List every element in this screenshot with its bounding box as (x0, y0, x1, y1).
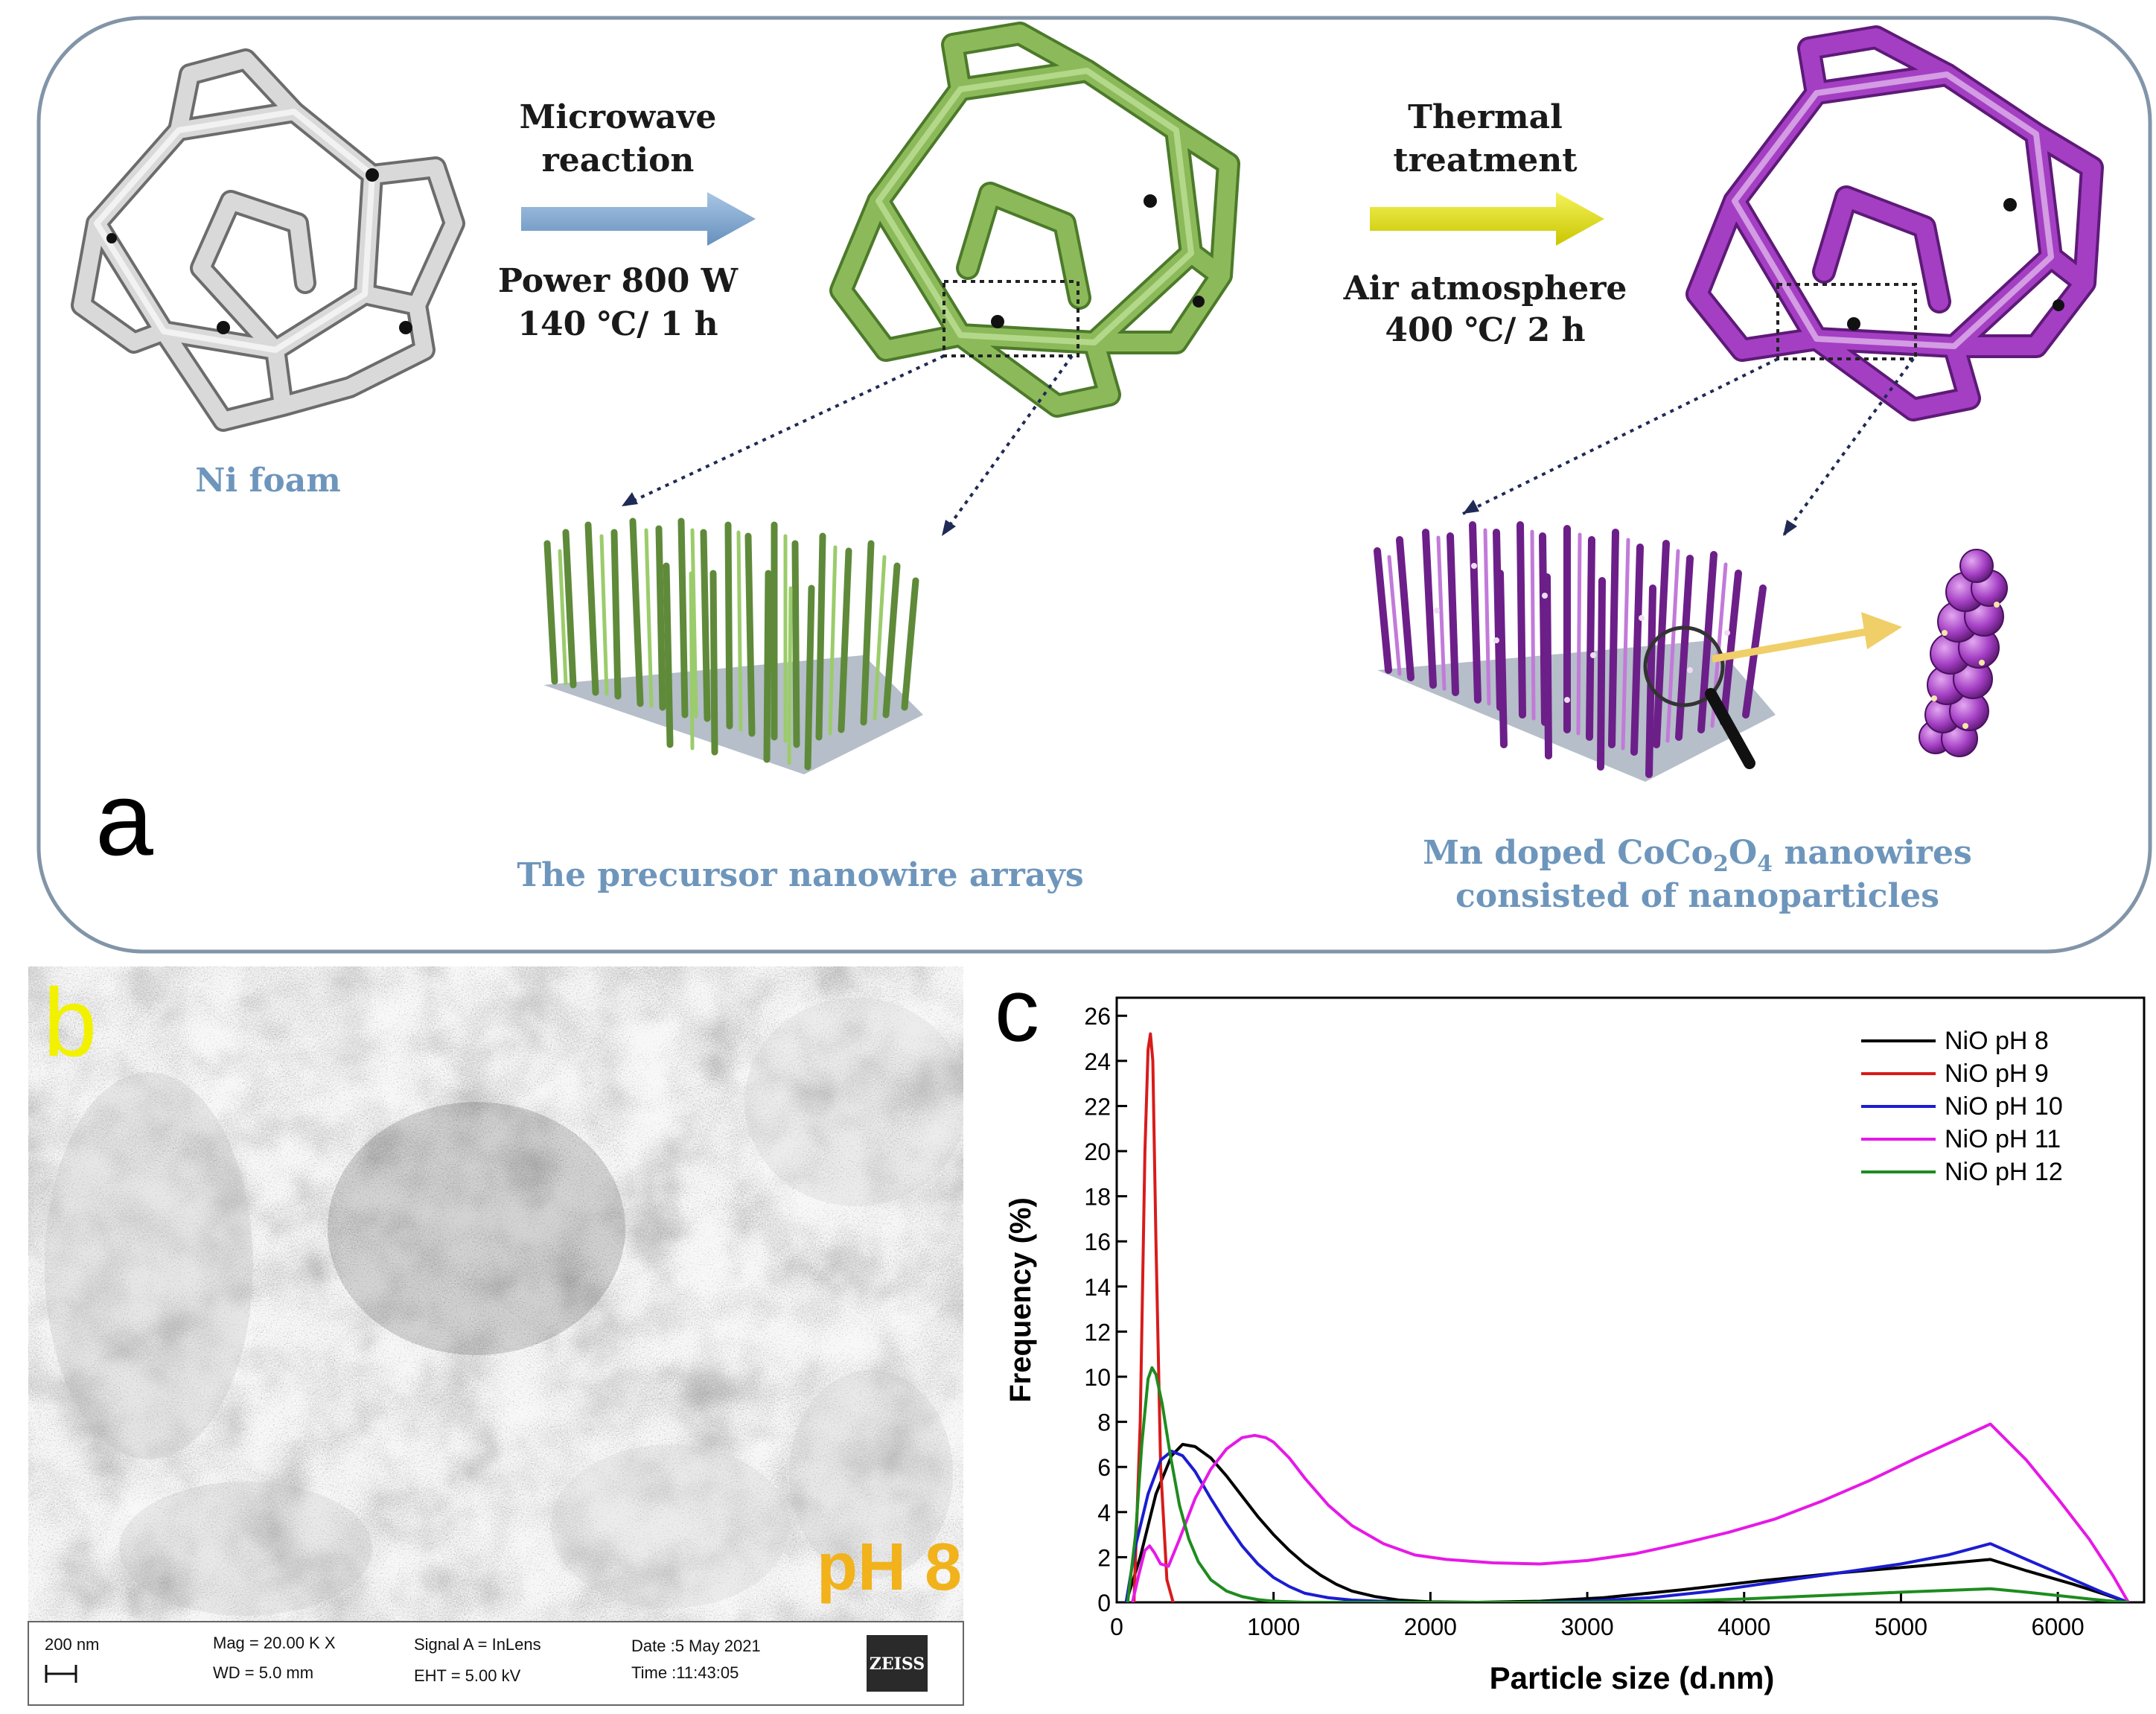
bead-zoom-arrow (1712, 628, 1869, 663)
step2-title-line1: Thermal (1408, 98, 1563, 136)
product-nanowire-array (1374, 521, 1776, 782)
panel-b: b pH 8 200 nm Mag = 20.00 K X WD = 5.0 m… (28, 966, 964, 1706)
x-tick-label: 1000 (1247, 1613, 1300, 1640)
sem-image (28, 966, 963, 1622)
series-line-nio-ph-12 (1126, 1366, 2129, 1602)
panel-a: Microwave reaction Power 800 W 140 ℃/ 1 … (36, 16, 2152, 954)
step1-title-line2: reaction (542, 141, 695, 179)
x-axis-label: Particle size (d.nm) (1490, 1660, 1775, 1695)
precursor-zoom-arrowhead-right (942, 520, 956, 536)
y-tick-label: 22 (1084, 1093, 1111, 1120)
y-tick-label: 12 (1084, 1319, 1111, 1345)
step1-title-line1: Microwave (520, 98, 717, 136)
ni-foam-illustration (71, 48, 465, 432)
y-tick-label: 14 (1084, 1274, 1111, 1301)
x-axis: 0 1000 2000 3000 4000 5000 6000 (1110, 1592, 2085, 1640)
sem-date: Date :5 May 2021 (631, 1637, 761, 1655)
step1-arrow (521, 192, 756, 246)
y-tick-label: 24 (1084, 1048, 1111, 1075)
series-line-nio-ph-10 (1124, 1450, 2129, 1602)
legend: NiO pH 8 NiO pH 9 NiO pH 10 NiO pH 11 NiO pH… (1861, 1027, 2063, 1186)
y-tick-label: 16 (1084, 1229, 1111, 1255)
caption-product-line2: consisted of nanoparticles (1455, 877, 1939, 915)
sem-scale-text: 200 nm (45, 1635, 99, 1654)
bead-zoom-arrowhead (1861, 612, 1902, 649)
precursor-nanowire-array (543, 517, 923, 774)
caption-precursor: The precursor nanowire arrays (517, 856, 1083, 894)
step2-condition-line2: 400 ℃/ 2 h (1385, 311, 1585, 349)
step2-condition-line1: Air atmosphere (1343, 270, 1627, 308)
legend-label: NiO pH 11 (1945, 1125, 2061, 1153)
y-tick-label: 0 (1097, 1590, 1111, 1616)
panel-c-letter: c (995, 960, 1039, 1060)
precursor-zoom-box (943, 280, 1079, 357)
product-zoom-arrowhead-left (1463, 500, 1479, 514)
precursor-zoom-line-right (940, 354, 1074, 538)
x-tick-label: 6000 (2032, 1613, 2085, 1640)
y-tick-label: 18 (1084, 1184, 1111, 1211)
legend-label: NiO pH 9 (1945, 1060, 2049, 1088)
legend-label: NiO pH 10 (1945, 1092, 2063, 1121)
y-tick-label: 10 (1084, 1364, 1111, 1391)
plot-lines (1124, 1032, 2130, 1602)
magnifier-lens (1643, 625, 1725, 707)
product-zoom-box (1776, 283, 1917, 360)
x-tick-label: 4000 (1718, 1613, 1770, 1640)
product-zoom-line-right (1782, 357, 1915, 538)
magnifier-handle (1705, 688, 1755, 769)
step1-condition-line2: 140 ℃/ 1 h (517, 305, 718, 343)
x-tick-label: 3000 (1560, 1613, 1613, 1640)
y-tick-label: 20 (1084, 1138, 1111, 1165)
sem-eht: EHT = 5.00 kV (414, 1666, 521, 1685)
product-zoom-arrowhead-right (1783, 520, 1797, 536)
plot-frame (1115, 996, 2146, 1604)
y-tick-label: 26 (1084, 1003, 1111, 1030)
legend-label: NiO pH 12 (1945, 1158, 2063, 1186)
ph-label: pH 8 (817, 1530, 962, 1605)
step1-condition-line1: Power 800 W (498, 262, 739, 300)
sem-info-bar (28, 1621, 964, 1706)
panel-b-letter: b (43, 968, 97, 1077)
sem-signal: Signal A = InLens (414, 1635, 541, 1654)
zeiss-logo-text: ZEISS (870, 1654, 925, 1674)
precursor-foam-illustration (829, 22, 1240, 418)
zeiss-logo (867, 1635, 928, 1692)
y-tick-label: 6 (1097, 1454, 1111, 1481)
product-foam-illustration (1685, 25, 2104, 421)
legend-label: NiO pH 8 (1945, 1027, 2049, 1055)
x-tick-label: 0 (1110, 1613, 1123, 1640)
sem-scale-bar (45, 1665, 77, 1683)
precursor-zoom-arrowhead-left (622, 492, 638, 506)
caption-ni-foam: Ni foam (195, 462, 341, 500)
y-tick-label: 2 (1097, 1544, 1111, 1571)
nanoparticle-chain-dots (1931, 602, 2000, 729)
y-tick-label: 8 (1097, 1409, 1111, 1436)
nanoparticle-chain (1919, 549, 2008, 757)
x-tick-label: 2000 (1404, 1613, 1457, 1640)
panel-a-letter: a (95, 760, 153, 877)
series-line-nio-ph-8 (1124, 1442, 2129, 1602)
x-tick-label: 5000 (1875, 1613, 1927, 1640)
step2-arrow (1370, 192, 1604, 246)
sem-time: Time :11:43:05 (631, 1663, 739, 1682)
step2-title-line2: treatment (1393, 141, 1578, 179)
series-line-nio-ph-9 (1132, 1032, 1175, 1602)
y-axis-label: Frequency (%) (1004, 1197, 1037, 1403)
series-line-nio-ph-11 (1131, 1422, 2130, 1602)
sem-wd: WD = 5.0 mm (213, 1663, 313, 1682)
y-tick-label: 4 (1097, 1500, 1111, 1526)
precursor-zoom-line-left (621, 354, 945, 508)
sem-mag: Mag = 20.00 K X (213, 1634, 336, 1652)
caption-product-line1: Mn doped CoCo2O4 nanowires (1423, 834, 1972, 877)
